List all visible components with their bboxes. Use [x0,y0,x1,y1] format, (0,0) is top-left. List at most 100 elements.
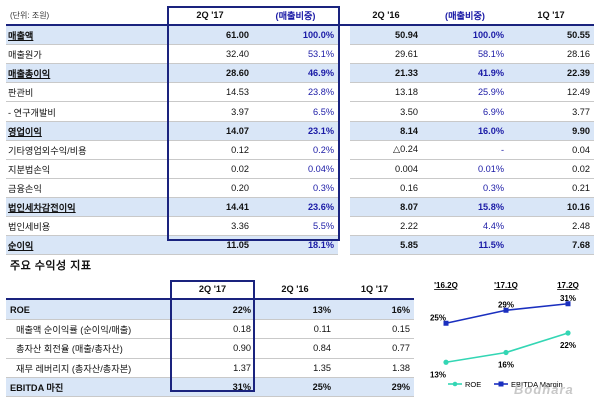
column-header: 2Q '16 [255,280,335,301]
data-point [565,301,571,307]
value-cell: 13% [255,299,335,320]
value-cell: 22% [170,299,255,320]
value-cell: 0.16 [350,178,422,198]
data-label: 31% [560,294,576,303]
row-label: 판관비 [6,82,167,103]
table-row: 영업이익 14.07 23.1% 8.14 16.0% 9.90 [6,121,594,141]
value-cell: 25% [255,377,335,398]
value-cell: 8.07 [350,197,422,218]
value-cell: 0.12 [167,140,253,160]
value-cell: 3.50 [350,101,422,122]
share-cell: 100.0% [422,25,508,46]
profitability-header: 2Q '17 2Q '16 1Q '17 [6,280,414,301]
table-row: 판관비 14.53 23.8% 13.18 25.9% 12.49 [6,82,594,103]
x-tick-label: 17.2Q [557,281,579,290]
table-row: - 연구개발비 3.97 6.5% 3.50 6.9% 3.77 [6,101,594,122]
row-label: EBITDA 마진 [6,377,170,398]
column-header: 1Q '17 [335,280,414,301]
row-label: ROE [6,299,170,320]
table-row: 재무 레버리지 (총자산/총자본) 1.37 1.35 1.38 [6,358,414,378]
value-cell: 50.94 [350,25,422,46]
column-gap [338,6,350,27]
share-cell: 5.5% [253,216,338,237]
column-gap [338,197,350,217]
table-row: 매출원가 32.40 53.1% 29.61 58.1% 28.16 [6,44,594,65]
column-gap [338,63,350,83]
value-cell: 13.18 [350,82,422,103]
value-cell: 2.22 [350,216,422,237]
column-header: 2Q '16 [350,6,422,27]
data-label: 16% [498,361,514,370]
value-cell: 1.38 [335,358,414,378]
value-cell: 3.77 [508,101,594,122]
column-header: 2Q '17 [167,6,253,27]
table-row: 순이익 11.05 18.1% 5.85 11.5% 7.68 [6,235,594,256]
value-cell: 0.004 [350,159,422,179]
row-label: 매출액 순이익률 (순이익/매출) [6,319,170,340]
table-row: 법인세차감전이익 14.41 23.6% 8.07 15.8% 10.16 [6,197,594,218]
share-cell: 0.2% [253,140,338,160]
value-cell: 3.36 [167,216,253,237]
share-cell: 46.9% [253,63,338,84]
data-point [443,359,449,365]
value-cell: 21.33 [350,63,422,84]
data-point [443,320,449,326]
value-cell: 31% [170,377,255,398]
value-cell: 5.85 [350,235,422,256]
row-label: 순이익 [6,235,167,256]
roe-ebitda-chart: '16.2Q '17.1Q 17.2Q 13% 16% 22% 25% 29% 31% ROE EB… [430,281,579,389]
share-cell: 100.0% [253,25,338,46]
value-cell: 16% [335,299,414,320]
row-label: 지분법손익 [6,159,167,179]
value-cell: 29% [335,377,414,398]
value-cell: 0.04 [508,140,594,160]
column-header: (매출비중) [253,6,338,27]
value-cell: 3.97 [167,101,253,122]
row-label: 재무 레버리지 (총자산/총자본) [6,358,170,378]
value-cell: 1.35 [255,358,335,378]
data-label: 25% [430,313,446,322]
column-gap [338,25,350,45]
data-point [503,349,509,356]
x-tick-label: '17.1Q [494,281,518,290]
column-gap [338,178,350,198]
value-cell: 10.16 [508,197,594,218]
share-cell: 41.9% [422,63,508,84]
share-cell: 23.1% [253,121,338,141]
column-header: 1Q '17 [508,6,594,27]
value-cell: 2.48 [508,216,594,237]
share-cell: 6.5% [253,101,338,122]
row-label: 매출액 [6,25,167,46]
x-tick-label: '16.2Q [434,281,458,290]
table-row: ROE 22% 13% 16% [6,299,414,320]
value-cell: 11.05 [167,235,253,256]
table-row: 법인세비용 3.36 5.5% 2.22 4.4% 2.48 [6,216,594,237]
row-label: 매출총이익 [6,63,167,84]
value-cell: 12.49 [508,82,594,103]
row-label: 영업이익 [6,121,167,141]
table-row: 금융손익 0.20 0.3% 0.16 0.3% 0.21 [6,178,594,198]
share-cell: 6.9% [422,101,508,122]
table-row: EBITDA 마진 31% 25% 29% [6,377,414,398]
share-cell: 25.9% [422,82,508,103]
value-cell: 14.41 [167,197,253,218]
share-cell: 58.1% [422,44,508,65]
row-label: 법인세차감전이익 [6,197,167,218]
share-cell: 16.0% [422,121,508,141]
column-gap [338,82,350,102]
value-cell: 14.53 [167,82,253,103]
legend-label: EBITDA Margin [511,380,563,389]
share-cell: - [422,140,508,160]
column-gap [338,101,350,122]
value-cell: 0.77 [335,338,414,359]
data-label: 29% [498,300,514,309]
column-gap [338,44,350,64]
share-cell: 4.4% [422,216,508,237]
value-cell: 0.20 [167,178,253,198]
value-cell: 22.39 [508,63,594,84]
data-label: 22% [560,341,576,350]
legend-marker [452,381,458,387]
share-cell: 18.1% [253,235,338,256]
share-cell: 0.3% [422,178,508,198]
table-row: 매출총이익 28.60 46.9% 21.33 41.9% 22.39 [6,63,594,84]
